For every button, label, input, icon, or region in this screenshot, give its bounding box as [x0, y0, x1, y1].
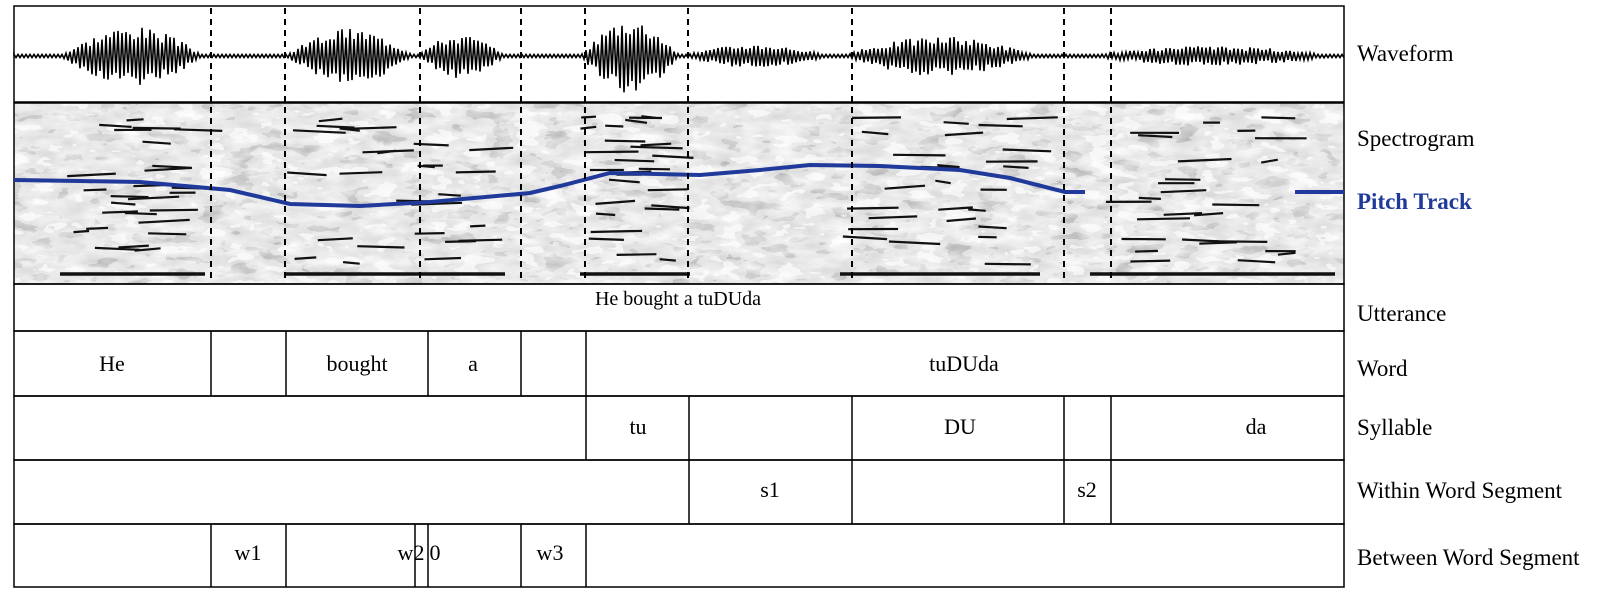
tier-label-word: Word [1357, 356, 1408, 381]
segment-w2: w2 [397, 540, 425, 565]
tier-grid [13, 283, 1345, 588]
segment-w3: w3 [536, 540, 564, 565]
spectrogram-panel [14, 103, 1344, 284]
syllable-tu: tu [629, 414, 647, 439]
waveform-trace [13, 25, 1345, 93]
spectrogram-formants [60, 115, 1335, 276]
tier-label-waveform: Waveform [1357, 41, 1454, 66]
word-he: He [99, 351, 125, 376]
word-tududa: tuDUda [929, 351, 999, 376]
pitch-track-line [13, 162, 1085, 209]
tier-label-between-word-segment: Between Word Segment [1357, 545, 1580, 570]
tier-label-within-word-segment: Within Word Segment [1357, 478, 1563, 503]
boundary-dashes [210, 8, 1112, 282]
segment-s1: s1 [760, 477, 780, 502]
tier-label-pitch-track: Pitch Track [1357, 189, 1472, 214]
segment-w1: w1 [234, 540, 262, 565]
utterance-text: He bought a tuDUda [594, 288, 762, 310]
tier-label-syllable: Syllable [1357, 415, 1433, 440]
word-bought: bought [326, 351, 388, 376]
tier-label-spectrogram: Spectrogram [1357, 126, 1475, 151]
tier-label-utterance: Utterance [1357, 301, 1447, 326]
segment-0: 0 [429, 540, 441, 565]
segment-s2: s2 [1077, 477, 1097, 502]
syllable-da: da [1245, 414, 1267, 439]
syllable-du: DU [944, 414, 976, 439]
word-a: a [468, 351, 478, 376]
